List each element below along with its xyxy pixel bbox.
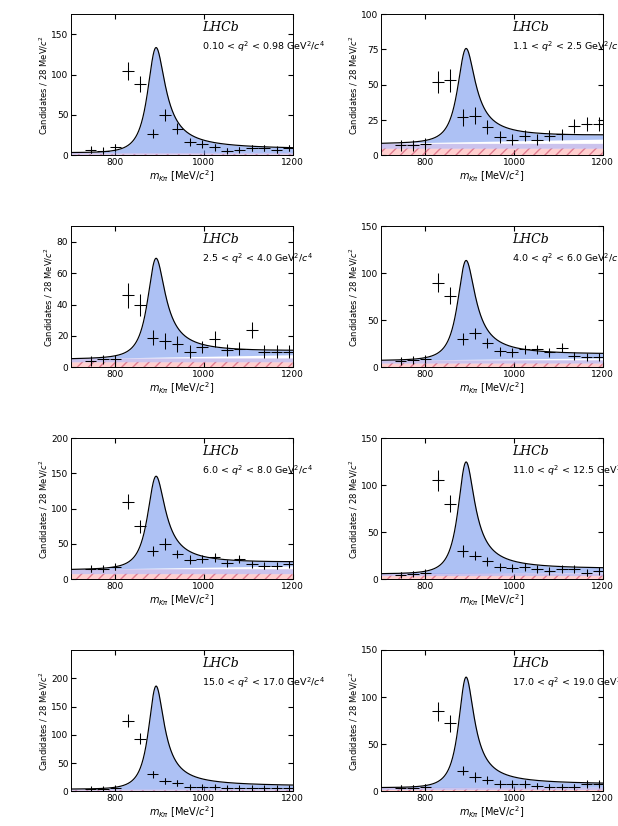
- Text: 17.0 < $q^2$ < 19.0 GeV$^2$/$c^4$: 17.0 < $q^2$ < 19.0 GeV$^2$/$c^4$: [512, 676, 618, 690]
- Text: LHCb: LHCb: [512, 657, 549, 670]
- X-axis label: $m_{K\pi}$ [MeV/$c^2$]: $m_{K\pi}$ [MeV/$c^2$]: [459, 381, 525, 396]
- Text: LHCb: LHCb: [201, 445, 239, 458]
- Text: 15.0 < $q^2$ < 17.0 GeV$^2$/$c^4$: 15.0 < $q^2$ < 17.0 GeV$^2$/$c^4$: [201, 676, 325, 690]
- Text: LHCb: LHCb: [201, 21, 239, 34]
- Y-axis label: Candidates / 28 MeV/$c^2$: Candidates / 28 MeV/$c^2$: [347, 458, 360, 558]
- Text: 6.0 < $q^2$ < 8.0 GeV$^2$/$c^4$: 6.0 < $q^2$ < 8.0 GeV$^2$/$c^4$: [201, 463, 313, 478]
- Y-axis label: Candidates / 28 MeV/$c^2$: Candidates / 28 MeV/$c^2$: [347, 671, 360, 771]
- X-axis label: $m_{K\pi}$ [MeV/$c^2$]: $m_{K\pi}$ [MeV/$c^2$]: [149, 592, 214, 608]
- Y-axis label: Candidates / 28 MeV/$c^2$: Candidates / 28 MeV/$c^2$: [347, 247, 360, 347]
- Text: LHCb: LHCb: [512, 21, 549, 34]
- Text: LHCb: LHCb: [512, 233, 549, 246]
- Text: LHCb: LHCb: [512, 445, 549, 458]
- X-axis label: $m_{K\pi}$ [MeV/$c^2$]: $m_{K\pi}$ [MeV/$c^2$]: [149, 805, 214, 820]
- Text: 11.0 < $q^2$ < 12.5 GeV$^2$/$c^4$: 11.0 < $q^2$ < 12.5 GeV$^2$/$c^4$: [512, 463, 618, 478]
- Y-axis label: Candidates / 28 MeV/$c^2$: Candidates / 28 MeV/$c^2$: [37, 671, 49, 771]
- Y-axis label: Candidates / 28 MeV/$c^2$: Candidates / 28 MeV/$c^2$: [37, 35, 49, 135]
- Y-axis label: Candidates / 28 MeV/$c^2$: Candidates / 28 MeV/$c^2$: [37, 458, 49, 558]
- Text: 4.0 < $q^2$ < 6.0 GeV$^2$/$c^4$: 4.0 < $q^2$ < 6.0 GeV$^2$/$c^4$: [512, 251, 618, 266]
- Text: 2.5 < $q^2$ < 4.0 GeV$^2$/$c^4$: 2.5 < $q^2$ < 4.0 GeV$^2$/$c^4$: [201, 251, 313, 266]
- Text: 0.10 < $q^2$ < 0.98 GeV$^2$/$c^4$: 0.10 < $q^2$ < 0.98 GeV$^2$/$c^4$: [201, 40, 325, 54]
- Text: LHCb: LHCb: [201, 657, 239, 670]
- X-axis label: $m_{K\pi}$ [MeV/$c^2$]: $m_{K\pi}$ [MeV/$c^2$]: [149, 169, 214, 184]
- Y-axis label: Candidates / 28 MeV/$c^2$: Candidates / 28 MeV/$c^2$: [43, 247, 56, 347]
- Text: 1.1 < $q^2$ < 2.5 GeV$^2$/$c^4$: 1.1 < $q^2$ < 2.5 GeV$^2$/$c^4$: [512, 40, 618, 54]
- X-axis label: $m_{K\pi}$ [MeV/$c^2$]: $m_{K\pi}$ [MeV/$c^2$]: [149, 381, 214, 396]
- X-axis label: $m_{K\pi}$ [MeV/$c^2$]: $m_{K\pi}$ [MeV/$c^2$]: [459, 169, 525, 184]
- X-axis label: $m_{K\pi}$ [MeV/$c^2$]: $m_{K\pi}$ [MeV/$c^2$]: [459, 805, 525, 820]
- Y-axis label: Candidates / 28 MeV/$c^2$: Candidates / 28 MeV/$c^2$: [347, 35, 360, 135]
- Text: LHCb: LHCb: [201, 233, 239, 246]
- X-axis label: $m_{K\pi}$ [MeV/$c^2$]: $m_{K\pi}$ [MeV/$c^2$]: [459, 592, 525, 608]
